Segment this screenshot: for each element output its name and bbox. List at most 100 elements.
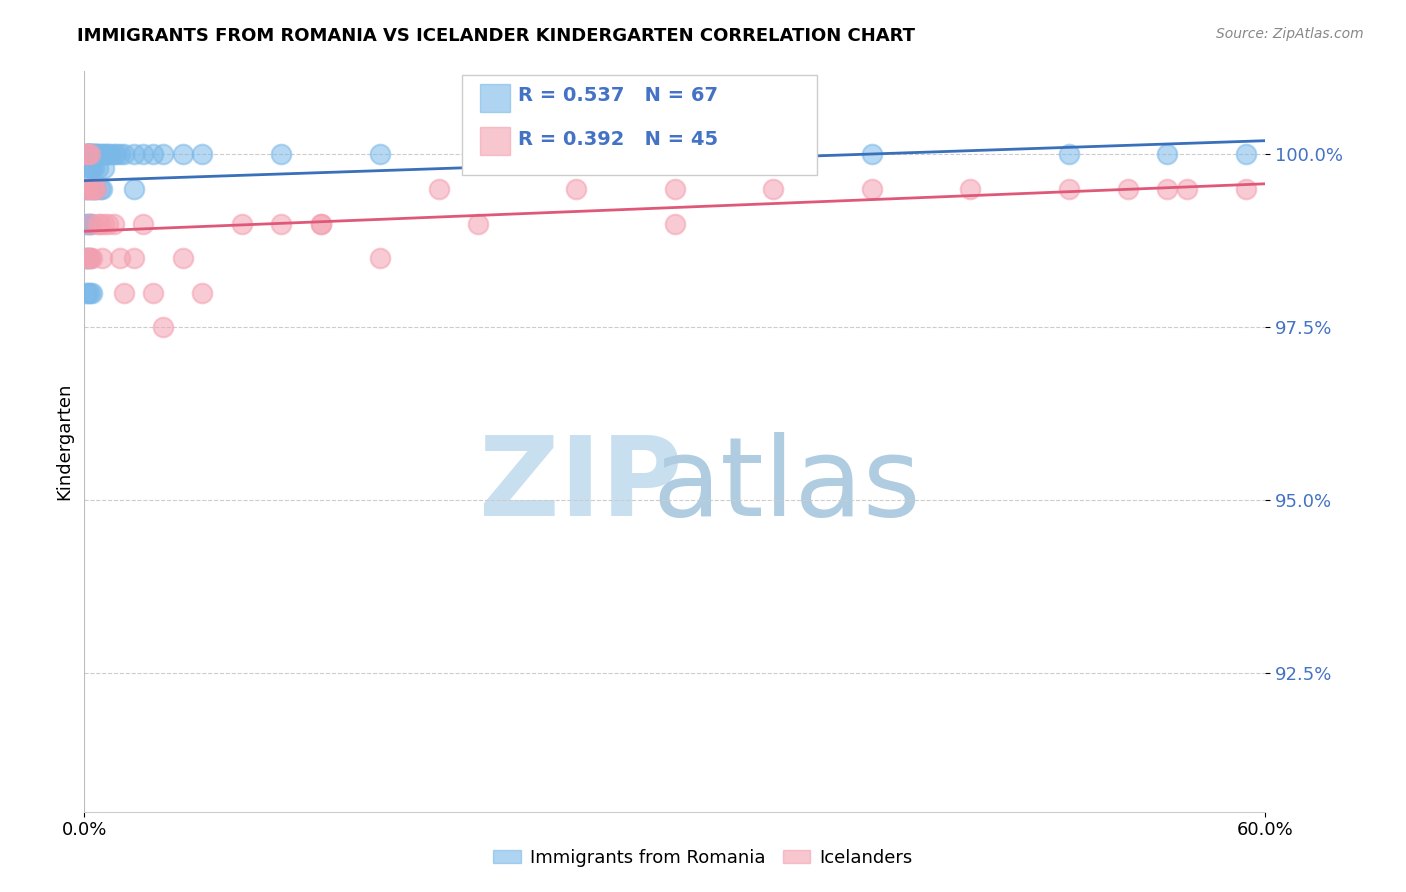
Point [467,217,489,231]
Point [103,217,125,231]
Point [132,147,155,161]
Point [75,147,97,161]
Point [82,147,104,161]
FancyBboxPatch shape [479,84,509,112]
Point [664,147,686,161]
Point [664,217,686,231]
Point [87,147,110,161]
Point [1116,182,1139,196]
FancyBboxPatch shape [463,75,817,175]
Point [108,147,131,161]
Point [368,251,391,265]
Point [762,182,785,196]
FancyBboxPatch shape [479,127,509,155]
Point [97,147,120,161]
Point [77,285,100,300]
Point [89,217,111,231]
Point [132,217,155,231]
Point [77,147,100,161]
Point [93,147,115,161]
Point [84,147,107,161]
Point [82,182,104,196]
Point [270,217,292,231]
Point [75,182,97,196]
Point [152,320,174,334]
Point [83,161,105,176]
Point [122,251,145,265]
Point [79,217,101,231]
Point [77,147,100,161]
Point [75,182,97,196]
Point [98,147,121,161]
Point [79,217,101,231]
Point [75,251,97,265]
Point [103,147,125,161]
Point [89,147,111,161]
Text: ZIP: ZIP [478,433,682,540]
Point [82,161,104,176]
Point [97,217,120,231]
Point [1057,182,1080,196]
Point [1057,147,1080,161]
Point [231,217,253,231]
Point [77,251,100,265]
Point [309,217,332,231]
Point [1175,182,1198,196]
Point [112,285,135,300]
Point [142,285,165,300]
Point [79,147,101,161]
Point [77,147,100,161]
Point [172,147,194,161]
Point [565,182,588,196]
Point [79,147,101,161]
Y-axis label: Kindergarten: Kindergarten [55,383,73,500]
Point [84,182,107,196]
Point [84,182,107,196]
Point [75,217,97,231]
Point [91,147,114,161]
Point [77,147,100,161]
Text: Source: ZipAtlas.com: Source: ZipAtlas.com [1216,27,1364,41]
Point [860,147,883,161]
Point [1234,147,1257,161]
Legend: Immigrants from Romania, Icelanders: Immigrants from Romania, Icelanders [486,842,920,874]
Point [75,147,97,161]
Text: atlas: atlas [652,433,921,540]
Point [79,251,101,265]
Point [75,147,97,161]
Text: IMMIGRANTS FROM ROMANIA VS ICELANDER KINDERGARTEN CORRELATION CHART: IMMIGRANTS FROM ROMANIA VS ICELANDER KIN… [77,27,915,45]
Point [79,147,101,161]
Point [83,147,105,161]
Point [82,182,104,196]
Point [84,147,107,161]
Point [91,251,114,265]
Point [79,251,101,265]
Point [1234,182,1257,196]
Point [75,285,97,300]
Point [83,147,105,161]
Point [1156,182,1178,196]
Point [309,217,332,231]
Point [112,147,135,161]
Point [83,182,105,196]
Point [191,147,214,161]
Point [91,182,114,196]
Point [93,217,115,231]
Point [77,217,100,231]
Point [860,182,883,196]
Point [142,147,165,161]
Text: R = 0.392   N = 45: R = 0.392 N = 45 [517,130,718,149]
Point [82,147,104,161]
Point [122,182,145,196]
Point [108,251,131,265]
Point [83,182,105,196]
Point [79,182,101,196]
Point [104,147,127,161]
Point [82,251,104,265]
Point [467,147,489,161]
Point [82,285,104,300]
Point [79,147,101,161]
Point [664,182,686,196]
Point [79,147,101,161]
Point [77,182,100,196]
